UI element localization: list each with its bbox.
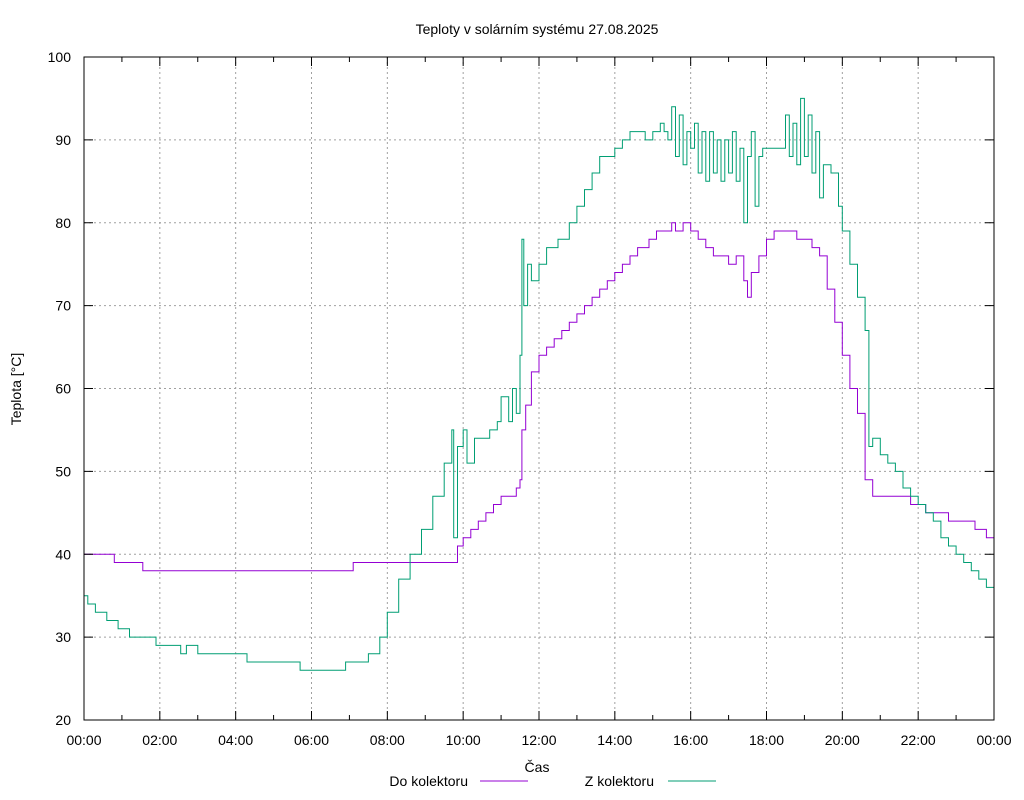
y-tick-label: 50 <box>55 463 71 479</box>
x-tick-label: 18:00 <box>749 732 784 748</box>
x-tick-label: 02:00 <box>142 732 177 748</box>
chart-title: Teploty v solárním systému 27.08.2025 <box>416 21 659 37</box>
y-tick-label: 60 <box>55 381 71 397</box>
legend-label: Z kolektoru <box>585 773 654 789</box>
ticks: 20 30 40 50 60 70 80 90 100 00:00 02:00 04:00 06:00 0… <box>48 49 1012 748</box>
x-axis-title: Čas <box>525 759 550 775</box>
y-axis-title: Teplota [°C] <box>8 353 24 426</box>
x-tick-label: 14:00 <box>597 732 632 748</box>
legend: Do kolektoru Z kolektoru <box>389 773 716 789</box>
x-tick-label: 06:00 <box>294 732 329 748</box>
y-tick-label: 80 <box>55 215 71 231</box>
x-tick-label: 04:00 <box>218 732 253 748</box>
y-tick-label: 70 <box>55 298 71 314</box>
series-group <box>84 97 995 671</box>
series-line-z-kolektoru <box>84 97 995 671</box>
series-line-do-kolektoru <box>84 222 995 572</box>
x-tick-label: 00:00 <box>976 732 1011 748</box>
x-tick-label: 08:00 <box>370 732 405 748</box>
y-tick-label: 90 <box>55 132 71 148</box>
x-tick-label: 20:00 <box>825 732 860 748</box>
x-tick-label: 00:00 <box>66 732 101 748</box>
y-tick-label: 30 <box>55 629 71 645</box>
y-tick-label: 40 <box>55 546 71 562</box>
y-tick-label: 100 <box>48 49 72 65</box>
y-tick-label: 20 <box>55 712 71 728</box>
x-tick-label: 12:00 <box>521 732 556 748</box>
grid <box>84 57 994 720</box>
x-tick-label: 16:00 <box>673 732 708 748</box>
legend-label: Do kolektoru <box>389 773 468 789</box>
x-tick-label: 22:00 <box>901 732 936 748</box>
x-tick-label: 10:00 <box>446 732 481 748</box>
